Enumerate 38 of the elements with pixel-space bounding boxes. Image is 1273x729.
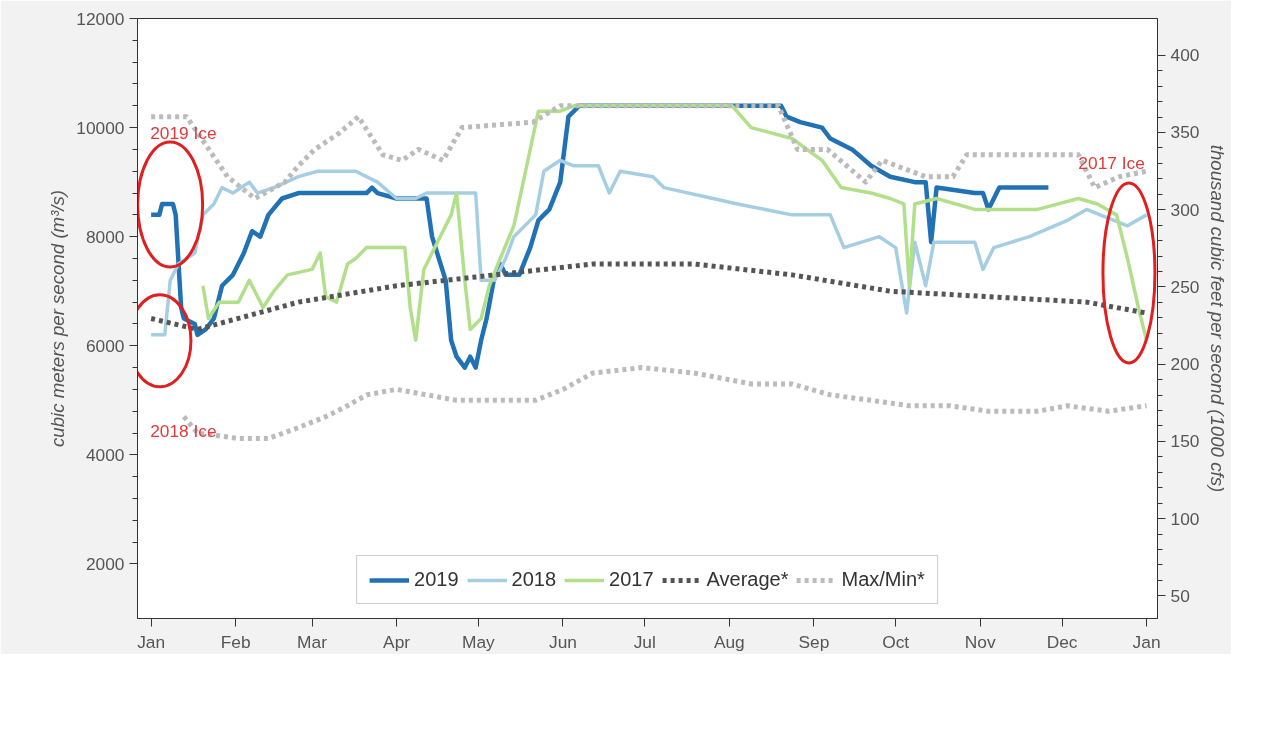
x-tick-label: Apr xyxy=(383,631,411,652)
annotation: 2017 Ice xyxy=(1078,152,1145,173)
y2-tick-label: 100 xyxy=(1170,508,1200,529)
x-tick-label: Mar xyxy=(297,631,328,652)
x-tick-label: Oct xyxy=(882,631,910,652)
y2-tick-label: 50 xyxy=(1170,585,1190,606)
y2-axis-title: thousand cubic feet per second (1000 cfs) xyxy=(1207,144,1229,493)
x-tick-label: Jan xyxy=(137,631,166,652)
y-tick-label: 2000 xyxy=(85,553,125,574)
x-tick-label: Jul xyxy=(633,631,656,652)
legend-label: 2017 xyxy=(609,568,654,591)
x-tick-label: Jun xyxy=(548,631,577,652)
legend-label: Max/Min* xyxy=(841,568,925,591)
annotation: 2019 Ice xyxy=(150,122,217,143)
x-tick-label: Jan xyxy=(1132,631,1161,652)
y-tick-label: 4000 xyxy=(85,444,125,465)
x-tick-label: May xyxy=(462,631,496,652)
y2-tick-label: 400 xyxy=(1170,45,1200,66)
legend-label: 2018 xyxy=(511,568,557,591)
y2-tick-label: 350 xyxy=(1170,122,1200,143)
y-tick-label: 10000 xyxy=(76,117,125,138)
y2-tick-label: 200 xyxy=(1170,354,1200,375)
y2-tick-label: 150 xyxy=(1170,431,1200,452)
x-tick-label: Aug xyxy=(713,631,745,652)
y2-tick-label: 300 xyxy=(1170,199,1200,220)
line-series xyxy=(149,158,1149,337)
y-tick-label: 6000 xyxy=(85,335,125,356)
x-tick-label: Dec xyxy=(1046,631,1078,652)
x-tick-label: Nov xyxy=(964,631,996,652)
x-tick-label: Feb xyxy=(220,631,251,652)
y-axis-title: cubic meters per second (m³/s) xyxy=(47,189,69,448)
annotation: 2018 Ice xyxy=(150,420,217,441)
y-tick-label: 12000 xyxy=(76,8,125,29)
y2-tick-label: 250 xyxy=(1170,276,1200,297)
y-tick-label: 8000 xyxy=(85,226,125,247)
legend-label: 2019 xyxy=(414,568,459,591)
x-tick-label: Sep xyxy=(798,631,830,652)
legend-label: Average* xyxy=(706,568,789,591)
